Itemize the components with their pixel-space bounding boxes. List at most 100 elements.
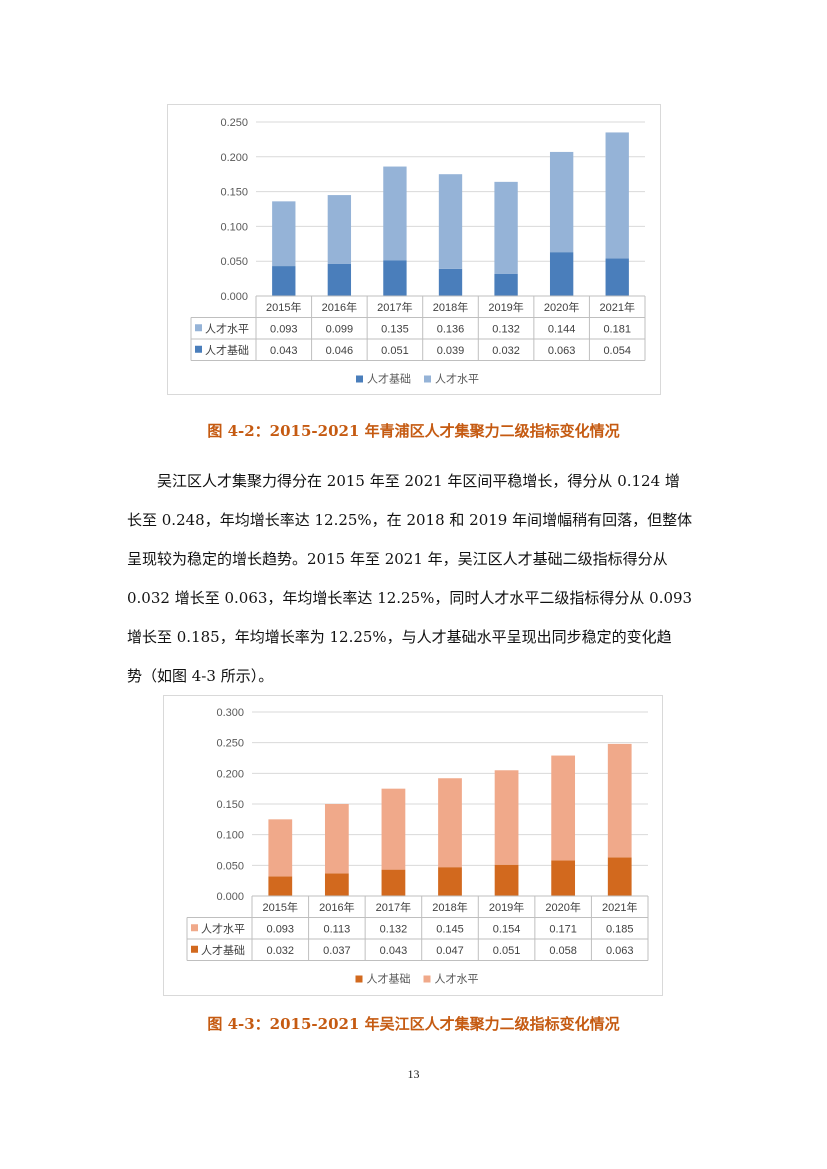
bar-level bbox=[605, 132, 629, 259]
bar-level bbox=[327, 195, 352, 264]
data-label: 0.132 bbox=[380, 923, 408, 935]
data-label: 0.058 bbox=[549, 945, 577, 957]
data-label: 0.043 bbox=[270, 345, 298, 357]
bar-level bbox=[549, 151, 574, 253]
x-tick-label: 2017年 bbox=[376, 900, 411, 914]
table-row-key bbox=[195, 345, 202, 353]
data-label: 0.099 bbox=[326, 323, 354, 335]
legend-label: 人才水平 bbox=[435, 372, 479, 386]
x-tick-label: 2021年 bbox=[602, 900, 637, 914]
x-tick-label: 2016年 bbox=[322, 300, 357, 314]
x-tick-label: 2019年 bbox=[489, 900, 524, 914]
y-tick-label: 0.250 bbox=[216, 738, 244, 750]
legend-label: 人才基础 bbox=[367, 372, 411, 386]
data-label: 0.032 bbox=[267, 945, 295, 957]
legend-swatch bbox=[355, 975, 363, 983]
y-tick-label: 0.100 bbox=[216, 830, 244, 842]
x-tick-label: 2017年 bbox=[377, 300, 412, 314]
bar-base bbox=[551, 860, 576, 896]
x-tick-label: 2016年 bbox=[319, 900, 354, 914]
data-label: 0.171 bbox=[549, 923, 577, 935]
figure-4-2-caption: 图 4-2：2015-2021 年青浦区人才集聚力二级指标变化情况 bbox=[207, 422, 620, 440]
x-tick-label: 2018年 bbox=[433, 300, 468, 314]
data-label: 0.185 bbox=[606, 923, 634, 935]
data-label: 0.047 bbox=[436, 945, 464, 957]
data-label: 0.181 bbox=[603, 323, 631, 335]
data-label: 0.051 bbox=[381, 345, 409, 357]
data-label: 0.135 bbox=[381, 323, 409, 335]
chart-4-2-svg: 0.000 0.050 0.100 0.150 0.200 0.250 2015年 2016年… bbox=[190, 117, 646, 386]
y-tick-label: 0.050 bbox=[220, 256, 248, 268]
x-tick-label: 2015年 bbox=[263, 900, 298, 914]
bar-base bbox=[605, 258, 629, 296]
data-label: 0.132 bbox=[492, 323, 520, 335]
table-row-key bbox=[195, 324, 202, 332]
paragraph-line-4: 0.032 增长至 0.063，年均增长率达 12.25%，同时人才水平二级指标… bbox=[127, 589, 693, 607]
bar-base bbox=[383, 260, 407, 296]
data-label: 0.032 bbox=[492, 345, 520, 357]
data-label: 0.063 bbox=[606, 945, 634, 957]
data-label: 0.144 bbox=[548, 323, 576, 335]
chart-figure-4-2: 0.000 0.050 0.100 0.150 0.200 0.250 2015年 2016年… bbox=[167, 104, 661, 395]
table-row-label: 人才基础 bbox=[201, 943, 245, 957]
legend-swatch bbox=[423, 975, 431, 983]
paragraph-line-6: 势（如图 4-3 所示）。 bbox=[127, 667, 274, 685]
legend-label: 人才水平 bbox=[435, 972, 479, 986]
bar-level bbox=[268, 819, 293, 877]
legend-label: 人才基础 bbox=[367, 972, 411, 986]
bar-level bbox=[494, 770, 519, 865]
bar-level bbox=[438, 174, 463, 269]
bar-level bbox=[438, 778, 462, 868]
bar-base bbox=[268, 876, 293, 896]
figure-4-3-caption: 图 4-3：2015-2021 年吴江区人才集聚力二级指标变化情况 bbox=[207, 1015, 620, 1033]
bar-base bbox=[549, 252, 574, 296]
data-label: 0.063 bbox=[548, 345, 576, 357]
y-tick-label: 0.200 bbox=[220, 152, 248, 164]
x-tick-label: 2019年 bbox=[488, 300, 523, 314]
bar-base bbox=[438, 867, 462, 896]
table-row-key bbox=[191, 924, 198, 932]
data-label: 0.093 bbox=[270, 323, 298, 335]
bar-level bbox=[551, 755, 576, 861]
bar-level bbox=[272, 201, 296, 267]
bar-base bbox=[607, 857, 632, 896]
bar-base bbox=[494, 864, 519, 896]
data-label: 0.039 bbox=[437, 345, 465, 357]
page-number: 13 bbox=[407, 1067, 420, 1081]
table-row-label: 人才基础 bbox=[205, 343, 249, 357]
chart-figure-4-3: 0.000 0.050 0.100 0.150 0.200 0.250 0.300 2015年… bbox=[163, 695, 663, 996]
x-tick-label: 2020年 bbox=[544, 300, 579, 314]
paragraph-line-5: 增长至 0.185，年均增长率为 12.25%，与人才基础水平呈现出同步稳定的变… bbox=[127, 628, 672, 646]
paragraph-line-3: 呈现较为稳定的增长趋势。2015 年至 2021 年，吴江区人才基础二级指标得分… bbox=[127, 550, 668, 568]
bar-base bbox=[324, 873, 349, 896]
table-row-key bbox=[191, 945, 198, 953]
table-row-label: 人才水平 bbox=[205, 321, 249, 335]
chart-4-3-svg: 0.000 0.050 0.100 0.150 0.200 0.250 0.300 2015年… bbox=[186, 707, 649, 986]
y-tick-label: 0.000 bbox=[216, 891, 244, 903]
bar-base bbox=[494, 273, 518, 296]
legend-swatch bbox=[356, 375, 363, 383]
y-tick-label: 0.100 bbox=[220, 221, 248, 233]
y-tick-label: 0.250 bbox=[220, 117, 248, 129]
data-label: 0.054 bbox=[603, 345, 631, 357]
x-tick-label: 2015年 bbox=[266, 300, 301, 314]
data-label: 0.093 bbox=[267, 923, 295, 935]
y-tick-label: 0.200 bbox=[216, 768, 244, 780]
y-tick-label: 0.150 bbox=[220, 187, 248, 199]
paragraph-line-2: 长至 0.248，年均增长率达 12.25%，在 2018 和 2019 年间增… bbox=[127, 511, 693, 529]
bar-level bbox=[324, 804, 349, 874]
data-label: 0.145 bbox=[436, 923, 464, 935]
y-tick-label: 0.300 bbox=[216, 707, 244, 719]
data-label: 0.113 bbox=[323, 923, 350, 935]
data-label: 0.154 bbox=[493, 923, 521, 935]
bar-level bbox=[607, 743, 632, 858]
bar-level bbox=[383, 166, 407, 261]
x-tick-label: 2018年 bbox=[432, 900, 467, 914]
bar-base bbox=[438, 268, 463, 296]
x-tick-label: 2020年 bbox=[545, 900, 580, 914]
data-label: 0.043 bbox=[380, 945, 408, 957]
data-label: 0.037 bbox=[323, 945, 351, 957]
bar-level bbox=[494, 181, 518, 274]
bar-base bbox=[381, 869, 406, 896]
bar-level bbox=[381, 788, 406, 870]
